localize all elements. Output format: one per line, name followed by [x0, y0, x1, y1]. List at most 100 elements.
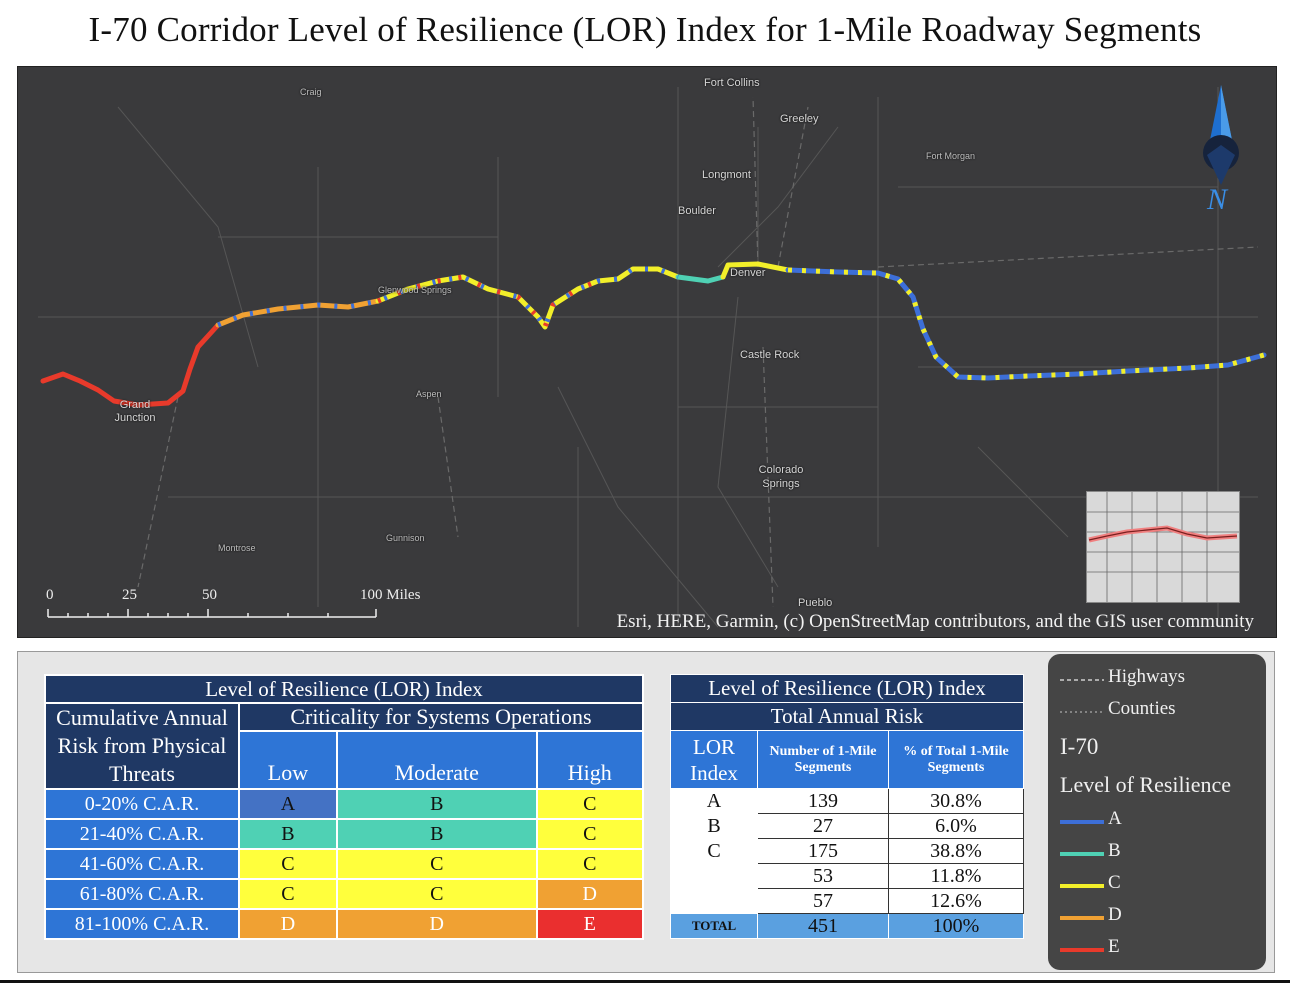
lor-index-cell: B	[670, 813, 758, 839]
matrix-cell: C	[535, 848, 645, 880]
city-label: Longmont	[702, 169, 751, 181]
segment-count: 175	[757, 838, 889, 864]
segment-percent: 6.0%	[888, 813, 1024, 839]
route-segment-C2	[720, 261, 791, 280]
legend-class: A	[1108, 808, 1122, 829]
page-title: I-70 Corridor Level of Resilience (LOR) …	[88, 10, 1202, 49]
row-label: 21-40% C.A.R.	[44, 818, 240, 850]
scale-label: 25	[122, 587, 137, 603]
city-label: Denver	[730, 267, 766, 279]
lor-matrix-title: Level of Resilience (LOR) Index	[44, 674, 644, 704]
city-label: Castle Rock	[740, 349, 800, 361]
matrix-cell: C	[335, 878, 538, 910]
total-percent: 100%	[888, 913, 1024, 939]
scale-label: 100 Miles	[360, 587, 421, 603]
map-legend: Highways Counties I-70 Level of Resilien…	[1048, 654, 1266, 970]
city-label: Gunnison	[386, 533, 425, 543]
legend-route: I-70	[1060, 734, 1099, 759]
matrix-cell: C	[535, 818, 645, 850]
legend-swatch-D	[1060, 916, 1104, 920]
city-label: Fort Morgan	[926, 151, 976, 161]
city-label: Aspen	[416, 389, 442, 399]
segment-count: 27	[757, 813, 889, 839]
city-label: Glenwood Springs	[378, 285, 452, 295]
i70-route	[40, 261, 1267, 408]
segment-count: 53	[757, 863, 889, 889]
route-segment-A	[785, 267, 1267, 381]
row-label: 61-80% C.A.R.	[44, 878, 240, 910]
legend-class: D	[1108, 904, 1122, 925]
col-header-low: Low	[238, 730, 338, 790]
map[interactable]: Fort Collins Greeley Craig Fort Morgan L…	[17, 66, 1277, 638]
segment-count: 57	[757, 888, 889, 914]
row-label: 81-100% C.A.R.	[44, 908, 240, 940]
city-label: Fort Collins	[704, 77, 760, 89]
legend-panel: Level of Resilience (LOR) Index Cumulati…	[17, 651, 1275, 973]
map-attribution: Esri, HERE, Garmin, (c) OpenStreetMap co…	[616, 611, 1254, 632]
col-header-pct: % of Total 1-Mile Segments	[888, 730, 1024, 789]
segment-percent: 38.8%	[888, 838, 1024, 864]
matrix-cell: D	[238, 908, 338, 940]
segment-percent: 12.6%	[888, 888, 1024, 914]
matrix-cell: C	[335, 848, 538, 880]
city-label: Greeley	[780, 113, 819, 125]
legend-swatch-A	[1060, 820, 1104, 824]
city-label: Boulder	[678, 205, 716, 217]
route-segment-C	[375, 266, 681, 330]
row-label: 0-20% C.A.R.	[44, 788, 240, 820]
legend-class: C	[1108, 872, 1121, 893]
scale-label: 50	[202, 587, 217, 603]
matrix-cell: E	[535, 908, 645, 940]
legend-swatch-E	[1060, 948, 1104, 952]
legend-highways: Highways	[1108, 666, 1186, 687]
city-label: Craig	[300, 87, 322, 97]
lor-index-cell: E	[670, 888, 758, 914]
matrix-cell: B	[335, 788, 538, 820]
segment-count: 139	[757, 788, 889, 814]
city-label: Colorado Springs	[758, 464, 804, 490]
north-arrow: N	[1193, 85, 1249, 216]
legend-counties: Counties	[1108, 698, 1176, 719]
route-segment-D	[215, 298, 381, 328]
risk-table-subtitle: Total Annual Risk	[670, 702, 1024, 731]
matrix-cell: B	[238, 818, 338, 850]
matrix-cell: D	[535, 878, 645, 910]
col-header-count: Number of 1-Mile Segments	[757, 730, 889, 789]
lor-index-cell: A	[670, 788, 758, 814]
matrix-cell: C	[238, 848, 338, 880]
legend-swatch-C	[1060, 884, 1104, 888]
legend-class: E	[1108, 936, 1120, 957]
col-header-high: High	[535, 730, 645, 790]
col-header-moderate: Moderate	[335, 730, 538, 790]
total-label: TOTAL	[670, 913, 758, 939]
risk-table-title: Level of Resilience (LOR) Index	[670, 674, 1024, 703]
route-segment-E	[40, 322, 221, 408]
risk-summary-table: Level of Resilience (LOR) Index Total An…	[670, 674, 1024, 939]
map-basemap	[38, 87, 1259, 628]
row-label: 41-60% C.A.R.	[44, 848, 240, 880]
legend-swatch-B	[1060, 852, 1104, 856]
matrix-cell: A	[238, 788, 338, 820]
matrix-cell: D	[335, 908, 538, 940]
matrix-cell: B	[335, 818, 538, 850]
city-label: Montrose	[218, 543, 256, 553]
bottom-border	[0, 980, 1290, 983]
matrix-cell: C	[238, 878, 338, 910]
scale-label: 0	[46, 587, 54, 603]
city-label: Grand Junction	[114, 399, 156, 424]
city-label: Pueblo	[798, 597, 833, 609]
lor-index-cell: C	[670, 838, 758, 864]
route-segment-B	[675, 274, 726, 284]
col-header-lor: LOR Index	[670, 730, 758, 789]
north-arrow-icon	[1203, 85, 1239, 185]
segment-percent: 11.8%	[888, 863, 1024, 889]
lor-index-cell: D	[670, 863, 758, 889]
legend-lor-title: Level of Resilience	[1060, 772, 1232, 797]
segment-percent: 30.8%	[888, 788, 1024, 814]
north-label: N	[1207, 183, 1228, 216]
total-count: 451	[757, 913, 889, 939]
legend-class: B	[1108, 840, 1121, 861]
scale-bar: 0 25 50 100 Miles	[46, 587, 420, 623]
matrix-cell: C	[535, 788, 645, 820]
col-group-header: Criticality for Systems Operations	[238, 702, 644, 732]
